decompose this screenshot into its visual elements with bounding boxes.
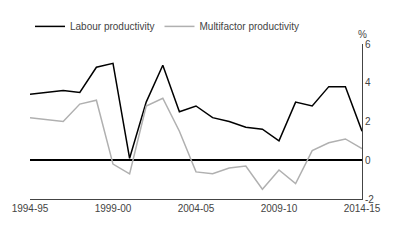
svg-text:2009-10: 2009-10 [261, 203, 298, 214]
svg-text:-2: -2 [365, 194, 374, 205]
svg-text:2014-15: 2014-15 [344, 203, 381, 214]
svg-text:2004-05: 2004-05 [178, 203, 215, 214]
svg-text:4: 4 [365, 77, 371, 88]
svg-text:6: 6 [365, 39, 371, 50]
svg-text:0: 0 [365, 155, 371, 166]
svg-text:1994-95: 1994-95 [12, 203, 49, 214]
svg-text:Multifactor productivity: Multifactor productivity [200, 21, 299, 32]
svg-text:%: % [358, 29, 367, 40]
svg-text:1999-00: 1999-00 [95, 203, 132, 214]
svg-text:Labour productivity: Labour productivity [70, 21, 155, 32]
svg-text:2: 2 [365, 116, 371, 127]
